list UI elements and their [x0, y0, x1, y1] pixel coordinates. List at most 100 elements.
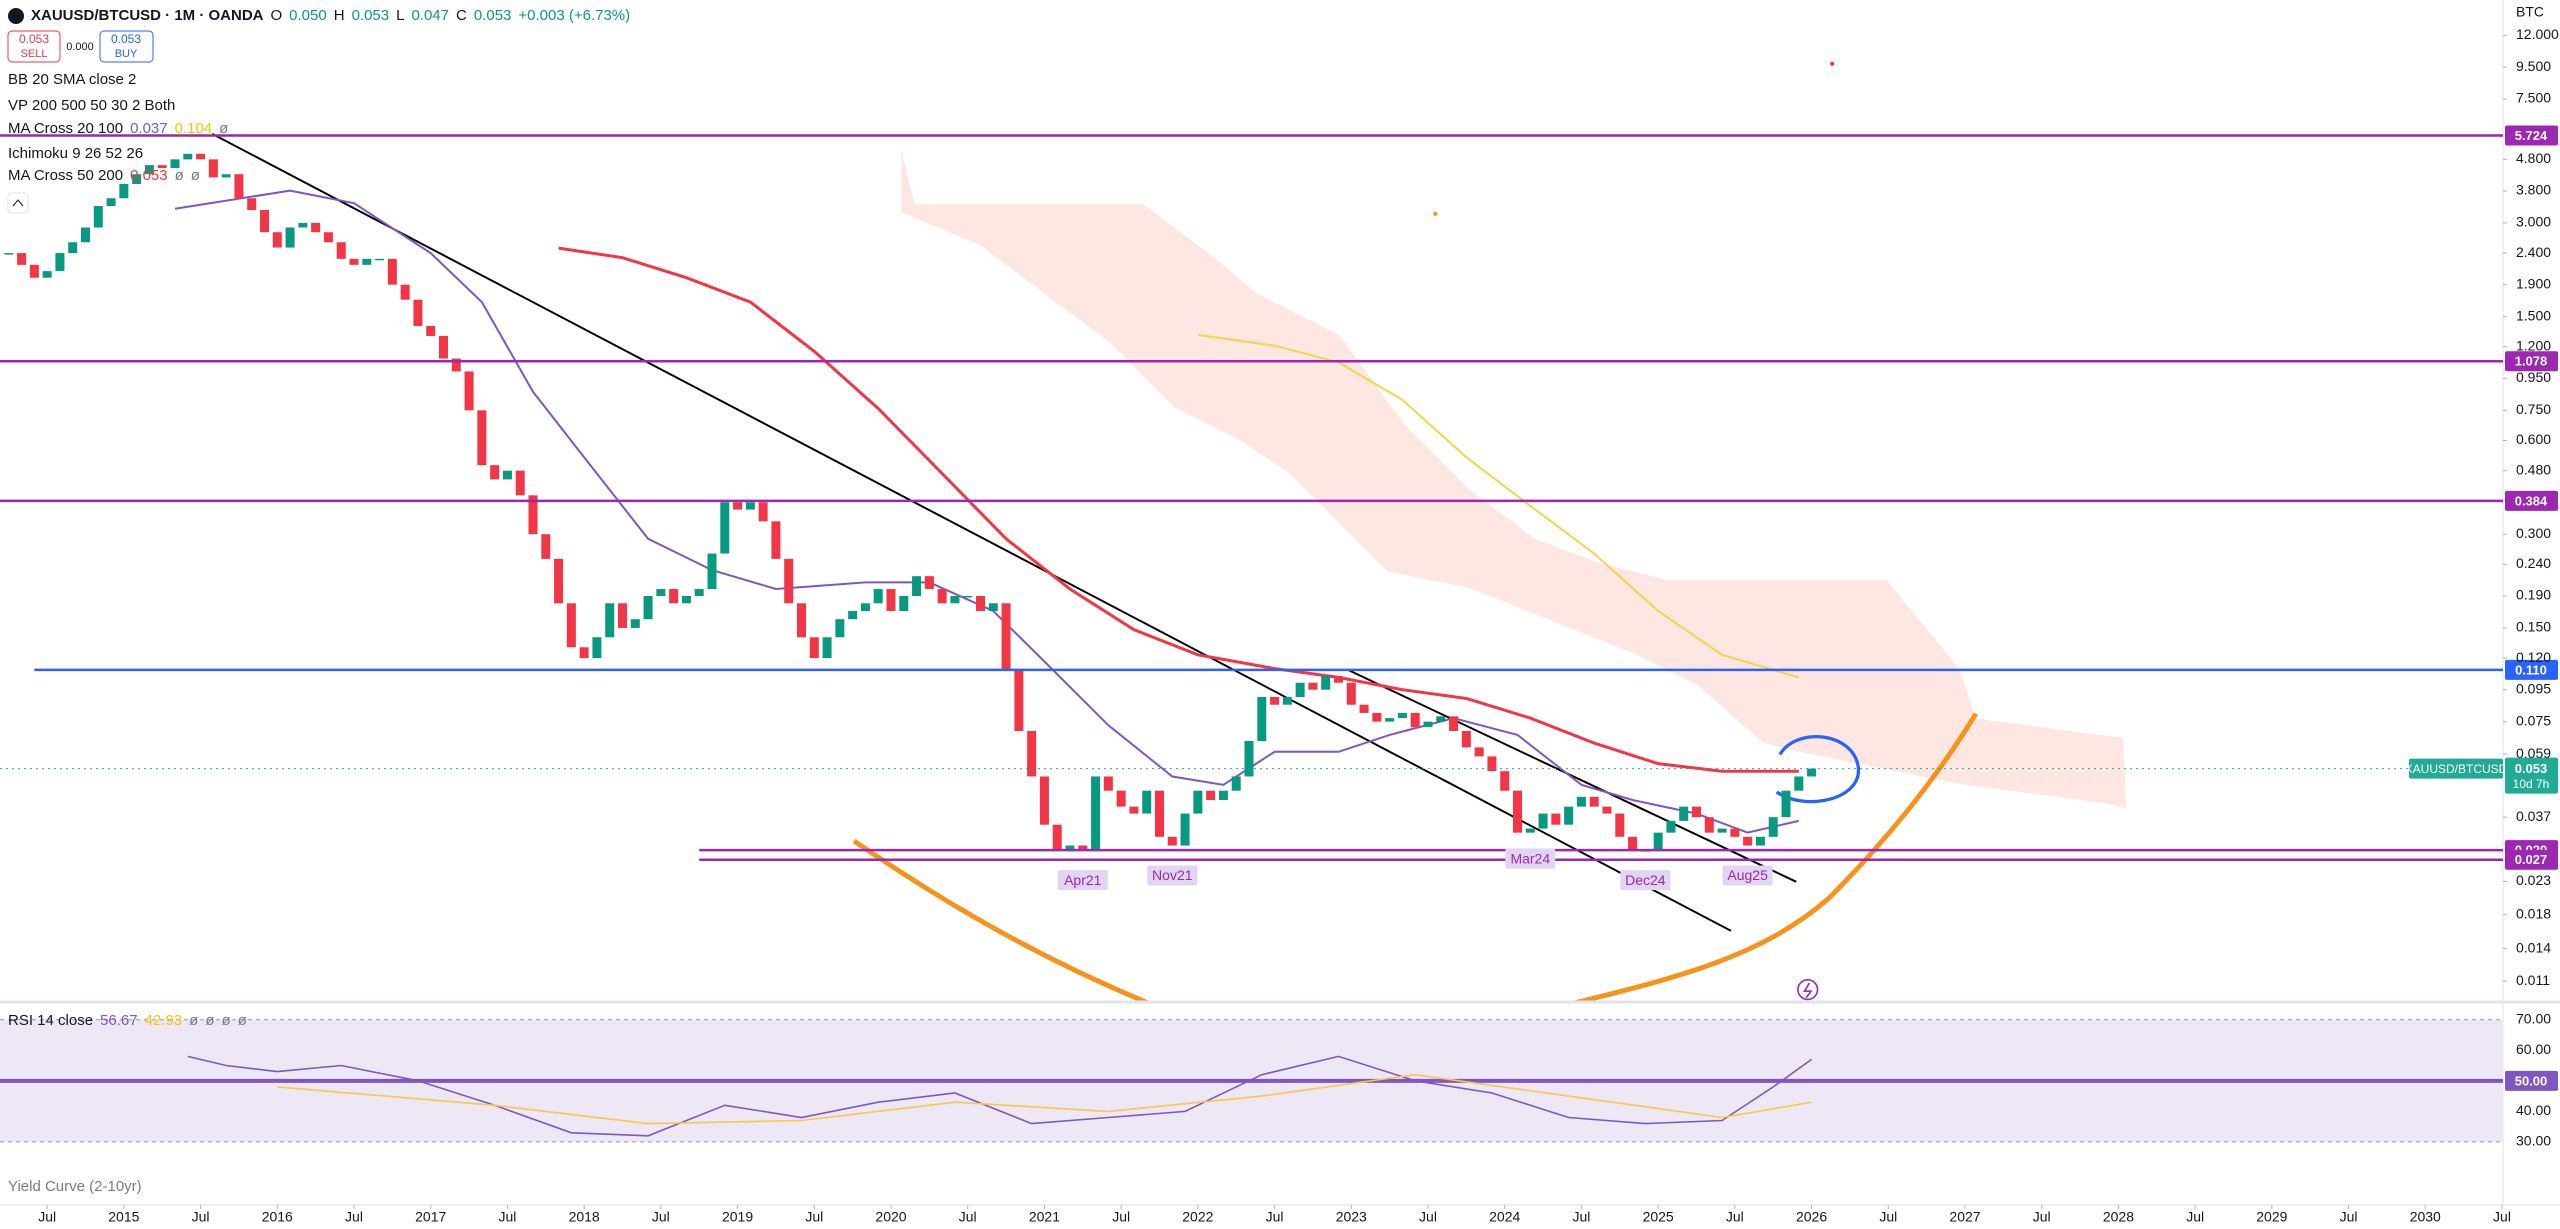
- candle: [886, 589, 896, 612]
- candle: [502, 470, 512, 480]
- candle: [349, 258, 359, 265]
- indicator-value: ø: [221, 1012, 230, 1029]
- annotation: Apr21: [1064, 872, 1102, 888]
- x-tick-label: Jul: [1879, 1209, 1897, 1225]
- candle: [477, 410, 487, 466]
- candle: [643, 595, 653, 620]
- candle: [247, 198, 257, 211]
- y-tick-label: 4.800: [2516, 150, 2551, 166]
- y-tick-label: 9.500: [2516, 58, 2551, 74]
- ohlc-value: 0.053: [474, 7, 512, 24]
- x-tick-label: 2017: [415, 1209, 446, 1225]
- candle: [1576, 796, 1586, 807]
- candle: [387, 258, 397, 285]
- level-label-bg: [2505, 125, 2558, 146]
- annotation-bg: [1620, 870, 1671, 891]
- indicator-value: 42.93: [145, 1012, 183, 1029]
- x-tick-label: Jul: [1419, 1209, 1437, 1225]
- candle: [1116, 790, 1126, 807]
- candle: [1397, 712, 1407, 719]
- x-tick-label: 2018: [569, 1209, 600, 1225]
- indicator-name: VP 200 500 50 30 2 Both: [8, 97, 175, 114]
- rsi-mid-label-bg: [2505, 1070, 2558, 1091]
- x-tick-label: 2015: [108, 1209, 139, 1225]
- candle: [1717, 828, 1727, 833]
- y-tick-label: 0.600: [2516, 431, 2551, 447]
- candle: [694, 589, 704, 596]
- ichimoku-cloud: [901, 150, 2127, 809]
- candle: [1142, 790, 1152, 814]
- x-tick-label: 2021: [1029, 1209, 1060, 1225]
- y-tick-label: 70.00: [2516, 1010, 2551, 1026]
- candle: [1794, 776, 1804, 791]
- candle: [1474, 747, 1484, 757]
- candle: [579, 647, 589, 659]
- candle: [1091, 776, 1101, 851]
- candle: [1014, 669, 1024, 731]
- x-tick-label: 2028: [2103, 1209, 2134, 1225]
- alert-icon: [1803, 982, 1813, 999]
- candle: [55, 253, 65, 272]
- candle: [566, 603, 576, 648]
- candle: [234, 174, 244, 199]
- symbol-icon: [8, 8, 24, 24]
- candle: [1346, 682, 1356, 705]
- candle: [1359, 704, 1369, 713]
- x-tick-label: Jul: [1112, 1209, 1130, 1225]
- dot: [1433, 211, 1438, 217]
- candle: [1500, 771, 1510, 791]
- ohlc-value: 0.053: [352, 7, 390, 24]
- candle: [733, 502, 743, 510]
- candle: [1538, 813, 1548, 829]
- candle: [68, 242, 78, 254]
- buy-price: 0.053: [111, 32, 141, 46]
- x-tick-label: Jul: [2186, 1209, 2204, 1225]
- candle: [183, 153, 193, 160]
- trendline: [1346, 668, 1797, 883]
- x-tick-label: Jul: [2493, 1209, 2511, 1225]
- x-tick-label: 2016: [262, 1209, 293, 1225]
- candle: [1743, 836, 1753, 846]
- circle-drawing: [1775, 735, 1860, 804]
- candle: [272, 232, 282, 248]
- candle: [1692, 806, 1701, 818]
- candle: [797, 603, 806, 638]
- candle: [656, 589, 666, 596]
- x-tick-label: 2019: [722, 1209, 753, 1225]
- x-tick-label: Jul: [38, 1209, 56, 1225]
- candle: [1206, 790, 1216, 801]
- candle: [1167, 836, 1177, 846]
- level-label-bg: [2505, 351, 2558, 372]
- candle: [29, 264, 39, 278]
- candle: [1666, 820, 1676, 833]
- y-tick-label: 12.000: [2516, 26, 2559, 42]
- sell-price: 0.053: [19, 32, 49, 46]
- x-tick-label: 2024: [1489, 1209, 1520, 1225]
- level-label: 0.110: [2515, 662, 2547, 677]
- candle: [528, 495, 538, 535]
- candle: [106, 198, 116, 206]
- candle: [1449, 716, 1459, 731]
- y-tick-label: 0.190: [2516, 587, 2551, 603]
- candle: [1193, 790, 1203, 814]
- x-tick-label: Jul: [959, 1209, 977, 1225]
- annotation: Dec24: [1625, 872, 1666, 888]
- y-tick-label: 0.750: [2516, 401, 2551, 417]
- y-tick-label: 1.200: [2516, 337, 2551, 353]
- indicator-value: ø: [189, 1012, 198, 1029]
- candle: [375, 258, 385, 261]
- candle: [873, 589, 883, 604]
- collapse-button[interactable]: [7, 192, 29, 214]
- sell-button[interactable]: [7, 30, 61, 63]
- annotation-bg: [1505, 848, 1556, 869]
- candle: [515, 470, 525, 496]
- candle: [157, 165, 167, 169]
- last-price: 0.053: [2515, 761, 2548, 776]
- buy-button[interactable]: [99, 30, 154, 63]
- candle: [592, 637, 602, 659]
- candle: [618, 603, 627, 628]
- candle: [950, 595, 960, 604]
- candle: [988, 603, 998, 612]
- buy-label: BUY: [115, 48, 138, 60]
